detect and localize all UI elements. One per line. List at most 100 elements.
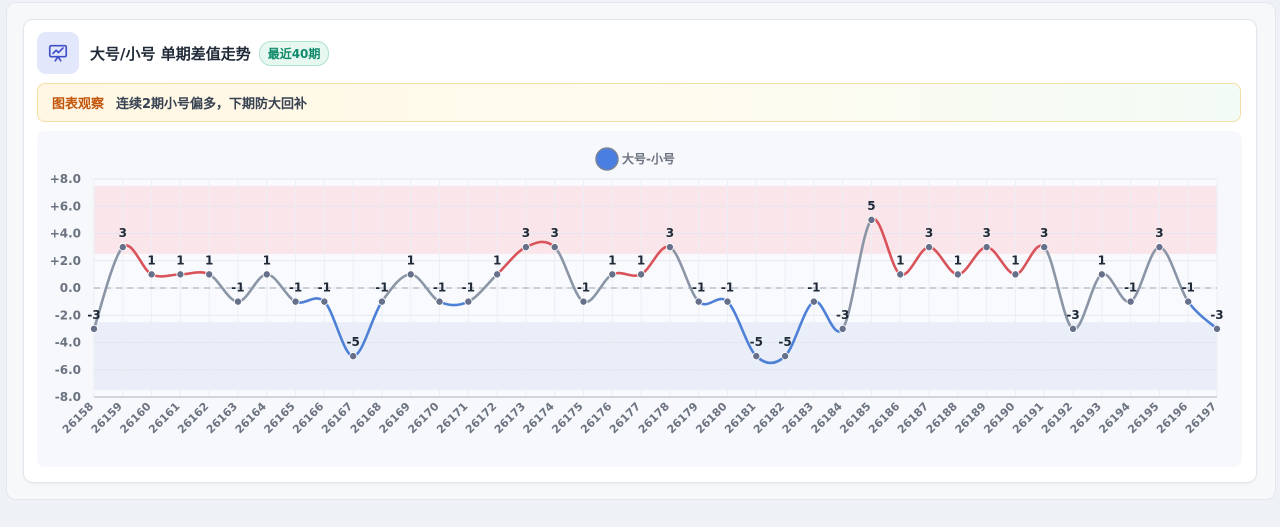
x-tick-label: 26162: [175, 400, 211, 436]
data-point: [1040, 243, 1049, 252]
data-point: [665, 243, 674, 252]
chart-title: 大号/小号 单期差值走势: [90, 44, 251, 63]
data-label: -1: [462, 281, 475, 295]
x-tick-label: 26169: [377, 400, 413, 436]
x-tick-label: 26161: [146, 400, 182, 436]
x-tick-label: 26168: [348, 400, 384, 436]
y-tick-label: -6.0: [55, 363, 81, 377]
x-tick-label: 26181: [722, 400, 758, 436]
x-tick-label: 26195: [1125, 400, 1161, 436]
data-point: [377, 297, 386, 306]
card-header: 大号/小号 单期差值走势 最近40期: [37, 32, 330, 74]
data-point: [982, 243, 991, 252]
data-label: 1: [1098, 253, 1106, 267]
data-label: 3: [551, 226, 559, 240]
data-point: [694, 297, 703, 306]
data-point: [723, 297, 732, 306]
data-label: -1: [375, 281, 388, 295]
x-tick-label: 26172: [463, 400, 499, 436]
data-point: [579, 297, 588, 306]
y-tick-label: +4.0: [50, 227, 81, 241]
y-tick-label: +8.0: [50, 172, 81, 186]
data-label: 3: [1040, 226, 1048, 240]
data-label: -1: [231, 281, 244, 295]
data-point: [349, 352, 358, 361]
data-point: [896, 270, 905, 279]
data-point: [953, 270, 962, 279]
low-band: [94, 322, 1217, 391]
data-label: -1: [577, 281, 590, 295]
data-point: [608, 270, 617, 279]
data-point: [406, 270, 415, 279]
data-point: [435, 297, 444, 306]
data-point: [1155, 243, 1164, 252]
series-line-segment: [92, 245, 125, 331]
data-point: [925, 243, 934, 252]
data-point: [1097, 270, 1106, 279]
data-point: [752, 352, 761, 361]
x-tick-label: 26183: [780, 400, 816, 436]
x-tick-label: 26164: [233, 400, 269, 436]
line-chart: +8.0 +6.0 +4.0 +2.0 0.0 -2.0 -4.0 -6.0 -8.026158…: [50, 147, 1224, 436]
data-point: [118, 243, 127, 252]
x-tick-label: 26182: [751, 400, 787, 436]
x-tick-label: 26170: [405, 400, 441, 436]
period-badge: 最近40期: [258, 40, 330, 66]
data-label: -1: [433, 281, 446, 295]
x-tick-label: 26184: [809, 400, 845, 436]
data-label: -5: [750, 335, 763, 349]
high-band: [94, 185, 1217, 254]
y-tick-label: +2.0: [50, 254, 81, 268]
data-point: [176, 270, 185, 279]
data-point: [867, 215, 876, 224]
x-tick-label: 26187: [895, 400, 931, 436]
data-label: -1: [692, 281, 705, 295]
x-tick-label: 26179: [665, 400, 701, 436]
data-point: [809, 297, 818, 306]
legend-swatch[interactable]: [595, 147, 619, 171]
presentation-chart-icon: [37, 32, 79, 74]
data-label: -3: [1210, 308, 1223, 322]
x-tick-label: 26159: [89, 400, 125, 436]
data-label: 1: [637, 253, 645, 267]
data-point: [464, 297, 473, 306]
data-point: [320, 297, 329, 306]
x-tick-label: 26174: [521, 400, 557, 436]
x-tick-label: 26190: [981, 400, 1017, 436]
data-label: 1: [147, 253, 155, 267]
data-point: [493, 270, 502, 279]
x-tick-label: 26180: [693, 400, 729, 436]
data-point: [637, 270, 646, 279]
legend-label[interactable]: 大号-小号: [622, 151, 675, 166]
y-tick-label: 0.0: [60, 281, 81, 295]
data-label: -1: [318, 281, 331, 295]
series-line-segment: [726, 300, 758, 358]
data-label: 1: [176, 253, 184, 267]
y-tick-label: -8.0: [55, 390, 81, 404]
x-tick-label: 26186: [866, 400, 902, 436]
data-label: 3: [982, 226, 990, 240]
data-label: 1: [493, 253, 501, 267]
x-tick-label: 26197: [1183, 400, 1219, 436]
data-label: -1: [1124, 281, 1137, 295]
chart-legend: 大号-小号: [595, 147, 675, 171]
data-point: [1213, 324, 1222, 333]
data-label: 5: [867, 199, 875, 213]
data-point: [262, 270, 271, 279]
observation-label: 图表观察: [52, 97, 105, 112]
x-tick-label: 26192: [1039, 400, 1075, 436]
x-tick-label: 26193: [1068, 400, 1104, 436]
chart-area: +8.0 +6.0 +4.0 +2.0 0.0 -2.0 -4.0 -6.0 -8.0 26158…: [37, 131, 1242, 467]
data-point: [838, 324, 847, 333]
x-tick-label: 26188: [924, 400, 960, 436]
observation-text: 连续2期小号偏多，下期防大回补: [116, 97, 308, 112]
data-point: [233, 297, 242, 306]
data-point: [1069, 324, 1078, 333]
y-tick-label: -2.0: [55, 308, 81, 322]
x-tick-label: 26191: [1010, 400, 1046, 436]
x-tick-label: 26175: [549, 400, 585, 436]
x-tick-label: 26189: [953, 400, 989, 436]
data-label: -1: [1182, 281, 1195, 295]
data-point: [1126, 297, 1135, 306]
data-point: [291, 297, 300, 306]
